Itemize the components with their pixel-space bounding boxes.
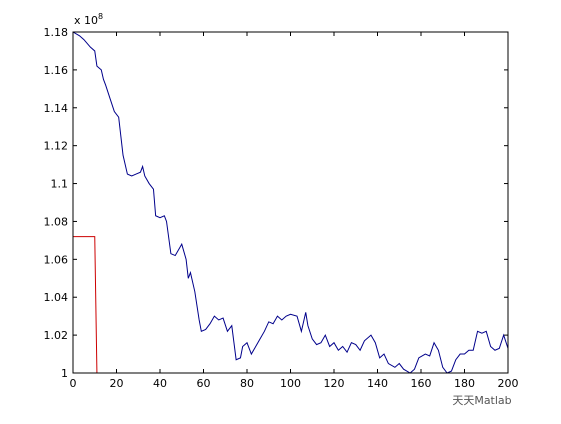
line-series — [72, 31, 509, 374]
y-tick-label: 1.12 — [44, 140, 69, 153]
x-tick-label: 100 — [280, 377, 301, 390]
y-tick-label: 1.16 — [44, 64, 69, 77]
multiplier-base: x 10 — [74, 14, 98, 27]
x-tick-label: 80 — [240, 377, 254, 390]
x-tick-label: 200 — [498, 377, 519, 390]
y-multiplier: x 108 — [74, 12, 103, 27]
x-tick-label: 120 — [324, 377, 345, 390]
y-tick-label: 1.14 — [44, 102, 69, 115]
y-tick-label: 1.02 — [44, 329, 69, 342]
y-tick-label: 1.08 — [44, 215, 69, 228]
multiplier-power: 8 — [98, 12, 103, 21]
y-tick-label: 1.06 — [44, 253, 69, 266]
x-tick-label: 140 — [367, 377, 388, 390]
x-tick-label: 0 — [70, 377, 77, 390]
y-tick-label: 1.1 — [51, 178, 69, 191]
x-tick-label: 160 — [411, 377, 432, 390]
y-tick-label: 1.04 — [44, 291, 69, 304]
x-tick-label: 40 — [153, 377, 167, 390]
y-tick-label: 1.18 — [44, 26, 69, 39]
axes-box — [72, 31, 509, 374]
x-tick-label: 60 — [197, 377, 211, 390]
y-tick-label: 1 — [61, 367, 68, 380]
x-tick-label: 180 — [454, 377, 475, 390]
plot-area — [73, 32, 508, 373]
watermark: 天天Matlab — [452, 394, 511, 407]
x-tick-label: 20 — [110, 377, 124, 390]
